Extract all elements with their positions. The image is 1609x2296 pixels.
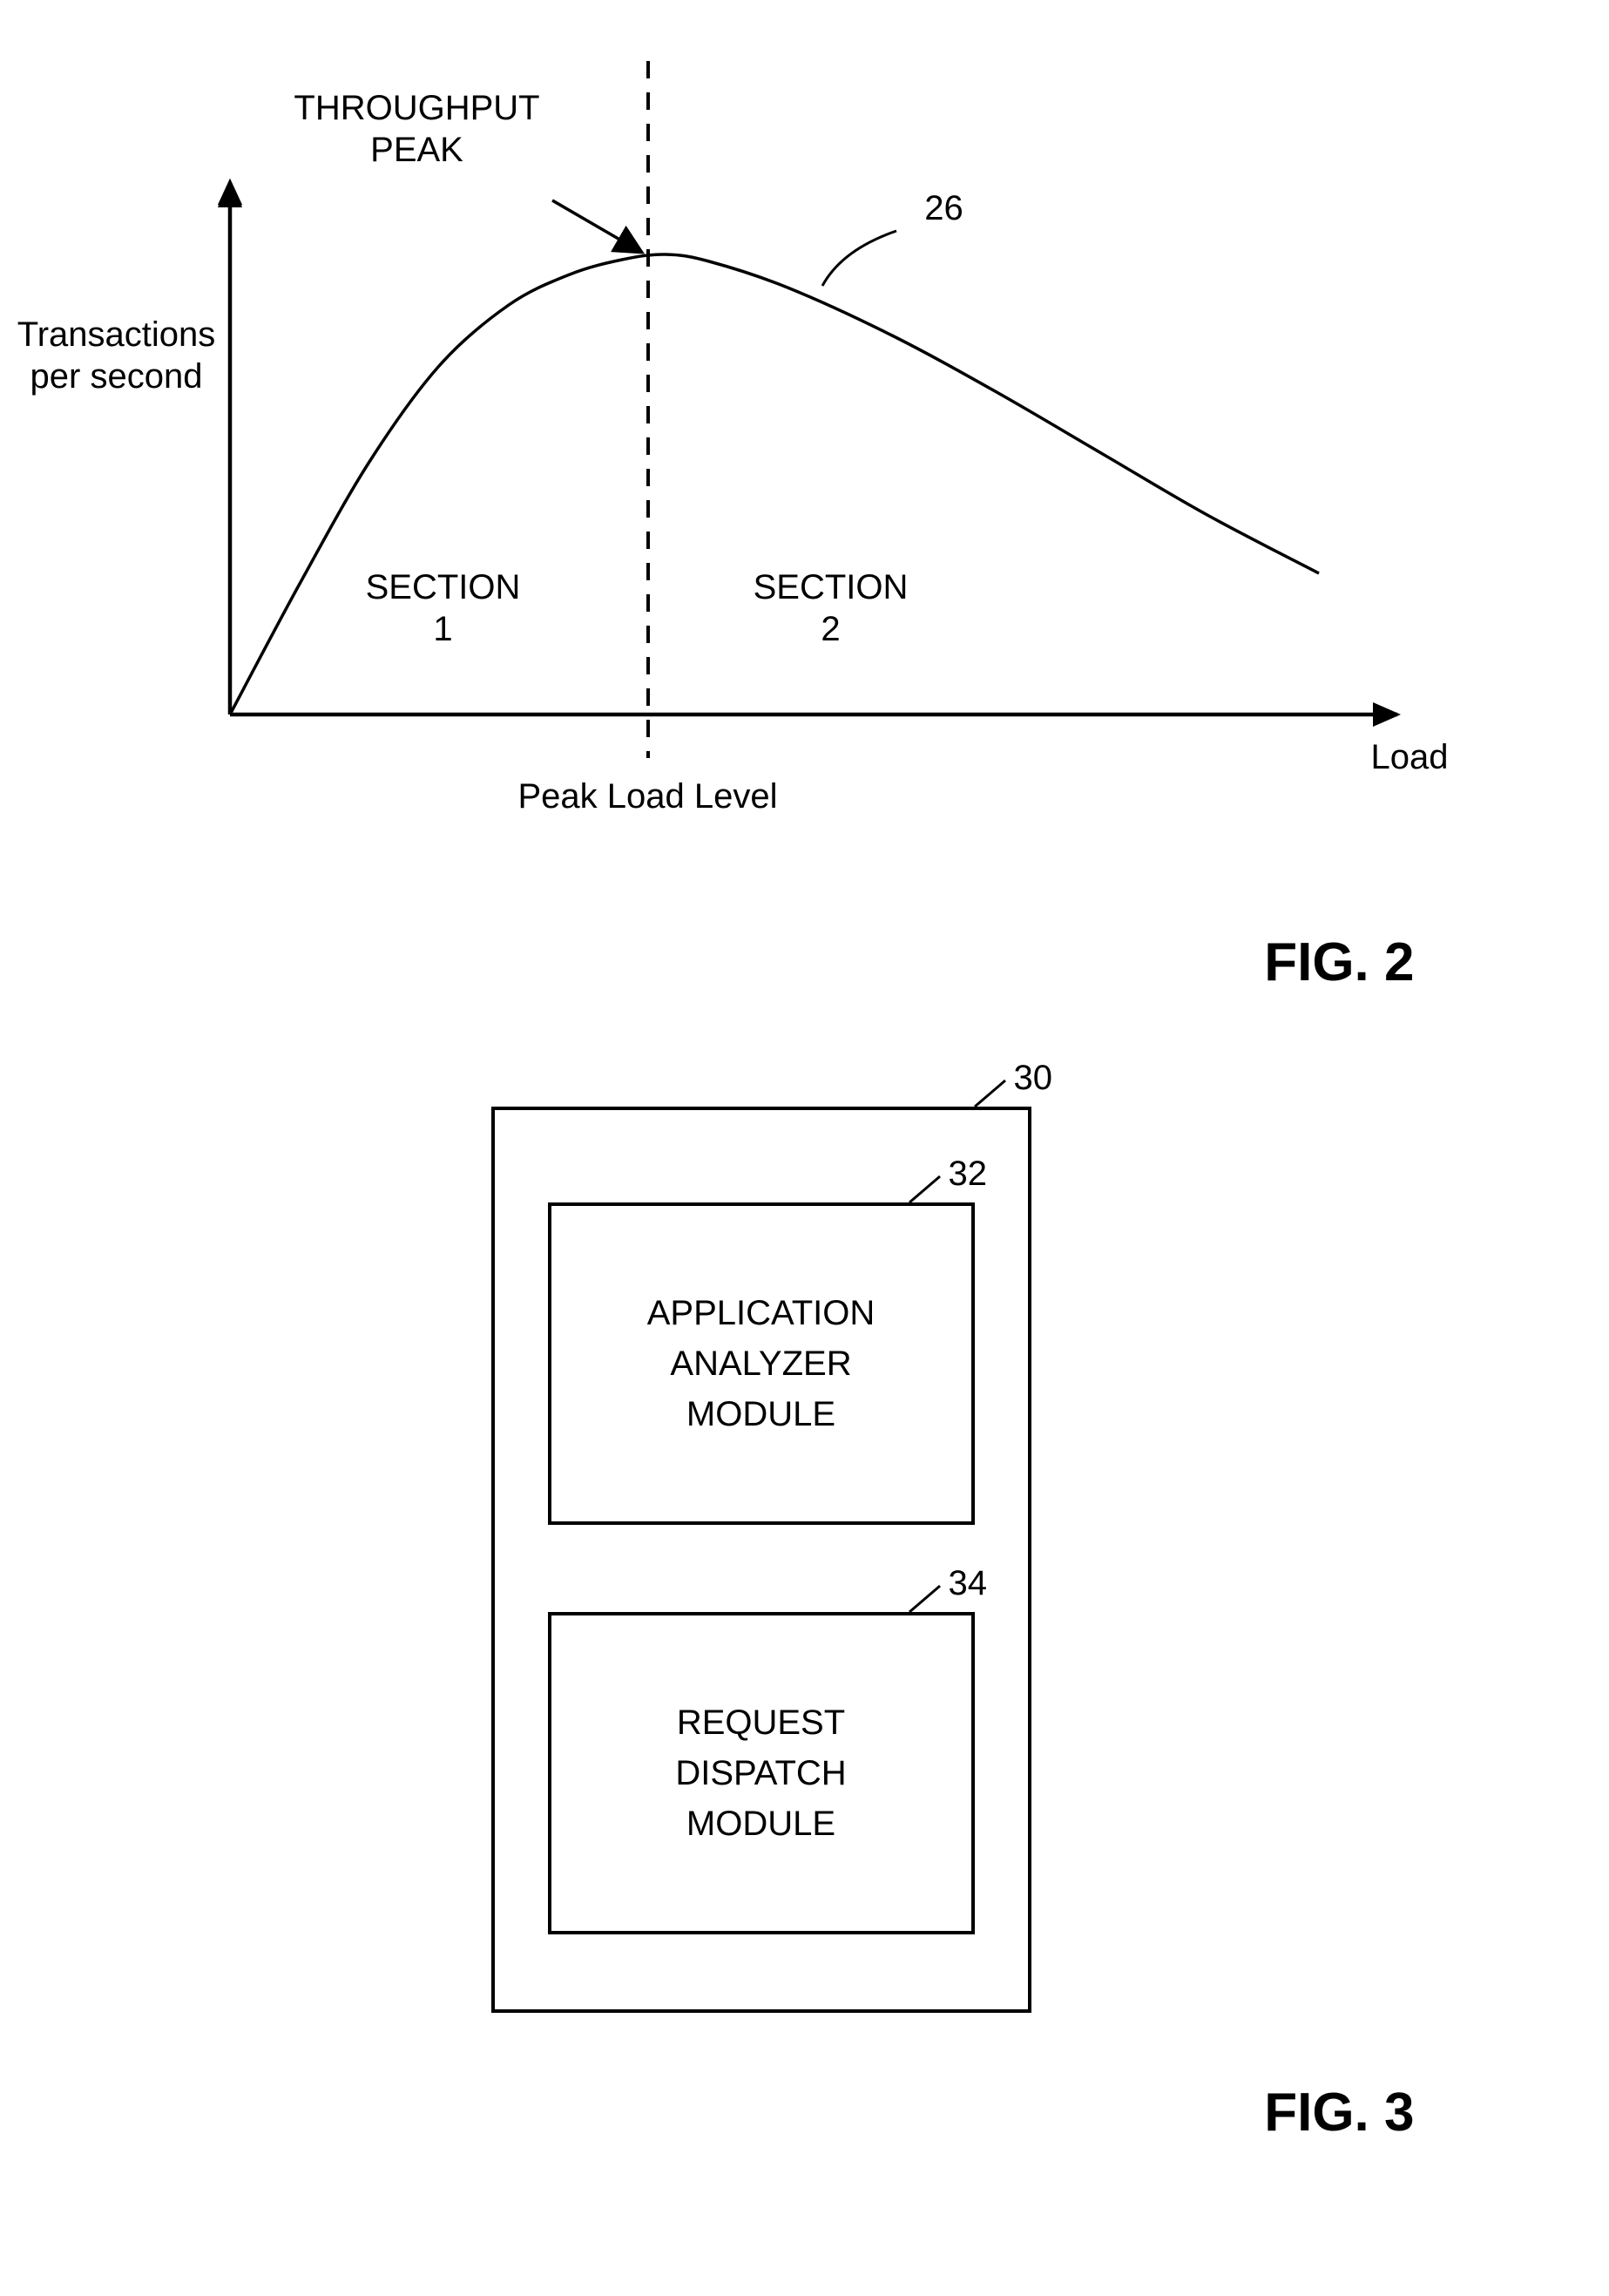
fig2-chart: Transactions per second THROUGHPUT PEAK … [38,35,1519,993]
y-axis-label: Transactions per second [12,314,221,397]
fig3-ref-34: 34 [949,1564,988,1603]
fig3-app-analyzer-module: APPLICATION ANALYZER MODULE [548,1202,975,1525]
fig2-svg [38,35,1519,819]
fig3-ref-30: 30 [1014,1059,1053,1098]
fig3-ref-32: 32 [949,1155,988,1194]
section1-label: SECTION 1 [339,566,548,650]
x-axis-label: Load [1371,736,1502,778]
curve-ref-number: 26 [909,187,979,229]
peak-load-label: Peak Load Level [491,775,805,817]
fig3-caption: FIG. 3 [1264,2082,1414,2144]
fig3-request-dispatch-module: REQUEST DISPATCH MODULE [548,1612,975,1934]
throughput-peak-label: THROUGHPUT PEAK [269,87,565,171]
fig3-diagram: APPLICATION ANALYZER MODULE REQUEST DISP… [38,1046,1519,2144]
section2-label: SECTION 2 [727,566,936,650]
fig2-caption: FIG. 2 [1264,931,1414,993]
